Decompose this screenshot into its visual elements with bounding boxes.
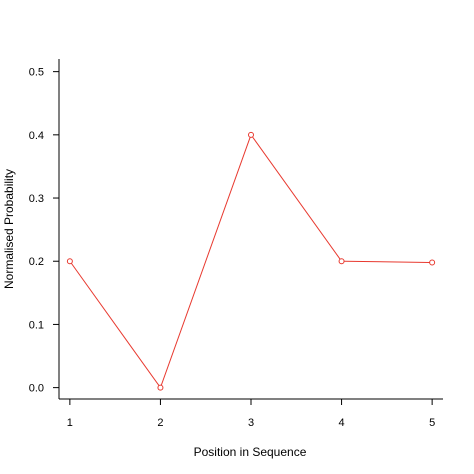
data-point — [429, 259, 436, 266]
x-tick-label: 2 — [157, 417, 163, 429]
x-axis-label: Position in Sequence — [194, 445, 307, 459]
y-tick-label: 0.5 — [29, 67, 44, 79]
data-point — [338, 258, 345, 265]
series-layer — [66, 131, 436, 391]
x-tick-label: 1 — [67, 417, 73, 429]
y-tick-label: 0.0 — [29, 383, 44, 395]
x-tick-label: 3 — [248, 417, 254, 429]
series-line-segment — [344, 260, 430, 263]
series-line-segment — [252, 136, 341, 260]
y-tick-label: 0.1 — [29, 319, 44, 331]
y-tick-label: 0.2 — [29, 256, 44, 268]
x-tick-label: 5 — [429, 417, 435, 429]
y-tick-label: 0.3 — [29, 193, 44, 205]
data-point — [66, 258, 73, 265]
y-axis-label: Normalised Probability — [2, 169, 16, 289]
series-line-segment — [70, 262, 160, 386]
series-line-segment — [160, 137, 251, 386]
data-point — [157, 384, 164, 391]
y-axis: 0.0 0.1 0.2 0.3 0.4 0.5 — [29, 59, 60, 399]
data-point — [248, 131, 254, 138]
y-tick-label: 0.4 — [29, 130, 44, 142]
x-tick-label: 4 — [339, 417, 345, 429]
x-axis: 1 2 3 4 5 — [59, 398, 443, 429]
